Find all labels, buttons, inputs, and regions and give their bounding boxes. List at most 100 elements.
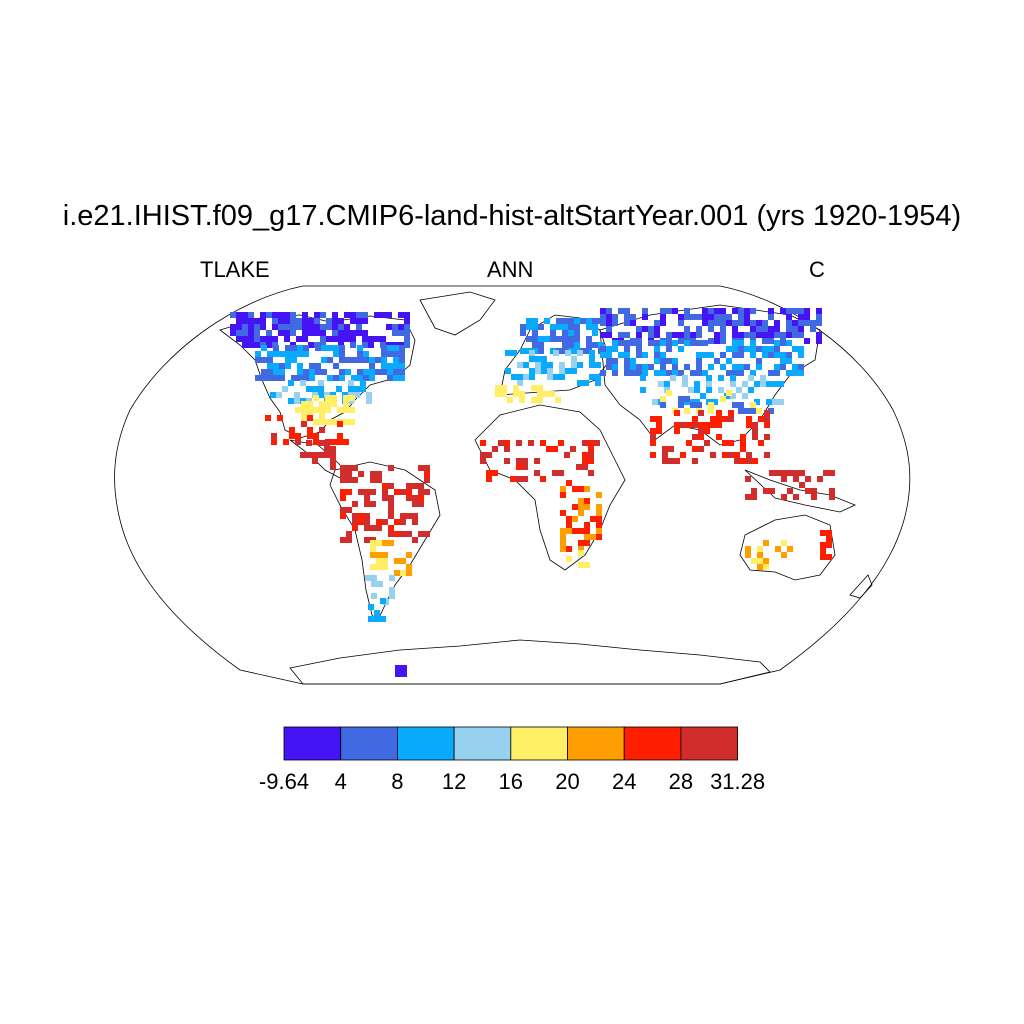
lake-cell xyxy=(236,336,242,342)
lake-cell xyxy=(556,318,562,324)
lake-cell xyxy=(746,416,752,422)
lake-cell xyxy=(301,407,307,413)
lake-cell xyxy=(236,330,242,336)
lake-cell xyxy=(696,358,702,364)
lake-cell xyxy=(392,330,398,336)
lake-cell xyxy=(284,318,290,324)
lake-cell xyxy=(565,368,571,374)
lake-cell xyxy=(704,428,710,434)
lake-cell xyxy=(495,391,501,397)
lake-cell xyxy=(348,386,354,392)
lake-cell xyxy=(805,476,811,482)
lake-cell xyxy=(558,470,564,476)
lake-cell xyxy=(302,336,308,342)
lake-cell xyxy=(804,338,810,344)
lake-cell xyxy=(406,495,412,501)
lake-cell xyxy=(780,364,786,370)
lake-cell xyxy=(350,330,356,336)
lake-cell xyxy=(698,422,704,428)
lake-cell xyxy=(786,320,792,326)
lake-cell xyxy=(750,346,756,352)
lake-cell xyxy=(412,519,418,525)
lake-cell xyxy=(404,336,410,342)
lake-cell xyxy=(702,352,708,358)
colorbar-swatch xyxy=(510,726,568,761)
lake-cell xyxy=(678,338,684,344)
lake-cell xyxy=(722,416,728,422)
lake-cell xyxy=(360,380,366,386)
lake-cell xyxy=(684,332,690,338)
lake-cell xyxy=(660,352,666,358)
lake-cell xyxy=(550,324,556,330)
lake-cell xyxy=(708,320,714,326)
lake-cell xyxy=(811,488,817,494)
lake-cell xyxy=(718,387,724,393)
lake-cell xyxy=(816,320,822,326)
colorbar-tick-label: 8 xyxy=(391,769,403,794)
lake-cell xyxy=(504,458,510,464)
lake-cell xyxy=(387,351,393,357)
lake-cell xyxy=(389,593,395,599)
lake-cell xyxy=(820,542,826,548)
lake-cell xyxy=(805,488,811,494)
lake-cell xyxy=(746,452,752,458)
lake-cell xyxy=(720,320,726,326)
lake-cell xyxy=(364,537,370,543)
lake-cell xyxy=(829,470,835,476)
lake-cell xyxy=(376,540,382,546)
lake-cell xyxy=(662,446,668,452)
lake-cell xyxy=(273,375,279,381)
lake-cell xyxy=(781,476,787,482)
lake-cell xyxy=(294,398,300,404)
lake-cell xyxy=(382,483,388,489)
lake-cell xyxy=(406,531,412,537)
lake-cell xyxy=(340,513,346,519)
lake-cell xyxy=(582,440,588,446)
lake-cell xyxy=(294,392,300,398)
lake-cell xyxy=(578,498,584,504)
lake-cell xyxy=(528,440,534,446)
lake-cell xyxy=(522,458,528,464)
lake-cell xyxy=(666,346,672,352)
variable-label: TLAKE xyxy=(200,257,270,282)
lake-cell xyxy=(778,399,784,405)
lake-cell xyxy=(606,326,612,332)
lake-cell xyxy=(678,346,684,352)
lake-cell xyxy=(792,326,798,332)
lake-cell xyxy=(566,528,572,534)
lake-cell xyxy=(307,401,313,407)
lake-cell xyxy=(344,330,350,336)
lake-cell xyxy=(255,375,261,381)
lake-cell xyxy=(492,446,498,452)
lake-cell xyxy=(370,471,376,477)
lake-cell xyxy=(588,470,594,476)
lake-cell xyxy=(726,314,732,320)
lake-cell xyxy=(368,336,374,342)
lake-cell xyxy=(504,446,510,452)
lake-cell xyxy=(301,413,307,419)
lake-cell xyxy=(600,308,606,314)
lake-cell xyxy=(376,519,382,525)
lake-cell xyxy=(672,370,678,376)
lake-cell xyxy=(319,419,325,425)
lake-cell xyxy=(532,342,538,348)
lake-cell xyxy=(516,476,522,482)
lake-cell xyxy=(560,540,566,546)
lake-cell xyxy=(387,363,393,369)
lake-cell xyxy=(764,452,770,458)
lake-cell xyxy=(640,375,646,381)
lake-cell xyxy=(271,439,277,445)
lake-cell xyxy=(371,581,377,587)
lake-cell xyxy=(547,368,553,374)
lake-cell xyxy=(736,387,742,393)
lake-cell xyxy=(344,312,350,318)
lake-cell xyxy=(702,340,708,346)
lake-cell xyxy=(394,489,400,495)
lake-cell xyxy=(730,375,736,381)
lake-cell xyxy=(768,408,774,414)
lake-cell xyxy=(566,556,572,562)
lake-cell xyxy=(556,336,562,342)
lake-cell xyxy=(307,427,313,433)
antarctica-outline xyxy=(289,639,771,685)
lake-cell xyxy=(559,368,565,374)
